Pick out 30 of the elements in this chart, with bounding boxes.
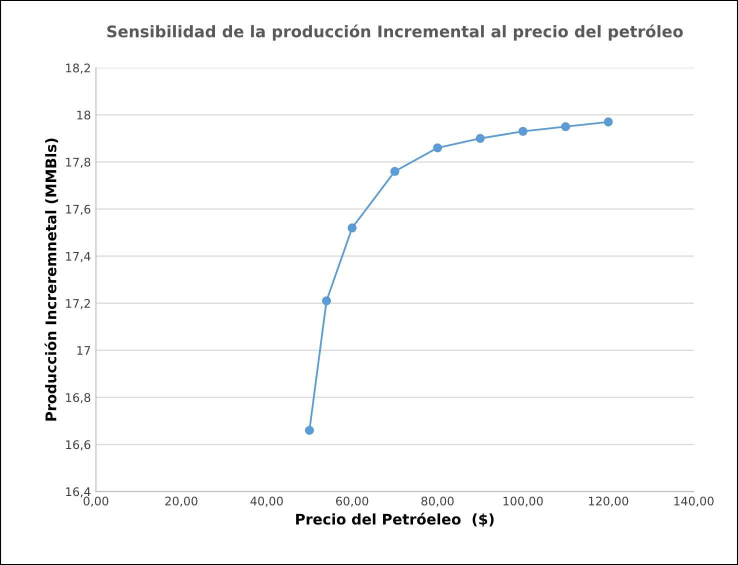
point (304, 426, 314, 435)
point (433, 143, 442, 152)
point (390, 166, 400, 176)
y-tick-label: 17,2 (66, 298, 90, 310)
point (604, 117, 613, 126)
x-tick-label: 20,00 (165, 496, 198, 507)
x-tick-label: 60,00 (336, 496, 368, 507)
y-tick-label: 16,6 (66, 440, 90, 450)
y-tick-label: 17,6 (66, 204, 90, 215)
x-tick-label: 0,00 (84, 496, 108, 507)
x-axis-title: Precio del Petróeleo ($) (296, 512, 494, 527)
y-tick-label: 16,8 (66, 393, 90, 404)
point (322, 296, 332, 306)
y-tick-label: 17 (77, 346, 90, 355)
x-tick-label: 120,00 (588, 496, 628, 507)
y-tick-label: 18 (77, 110, 90, 120)
y-tick-label: 18,2 (66, 64, 90, 74)
x-tick-label: 100,00 (504, 496, 543, 507)
x-tick-label: 40,00 (250, 496, 283, 507)
point (476, 134, 485, 143)
x-tick-label: 140,00 (674, 496, 714, 507)
y-tick-label: 17,4 (66, 252, 90, 262)
point (518, 126, 528, 136)
chart-title: Sensibilidad de la producción Incremental al precio del petróleo (107, 24, 683, 41)
y-tick-label: 16,4 (66, 487, 90, 498)
y-tick-label: 17,8 (66, 158, 90, 168)
point (561, 122, 570, 132)
y-axis-title: Producción Increremnetal (MMBls) (44, 138, 58, 421)
point (348, 223, 357, 232)
x-tick-label: 80,00 (421, 496, 454, 507)
